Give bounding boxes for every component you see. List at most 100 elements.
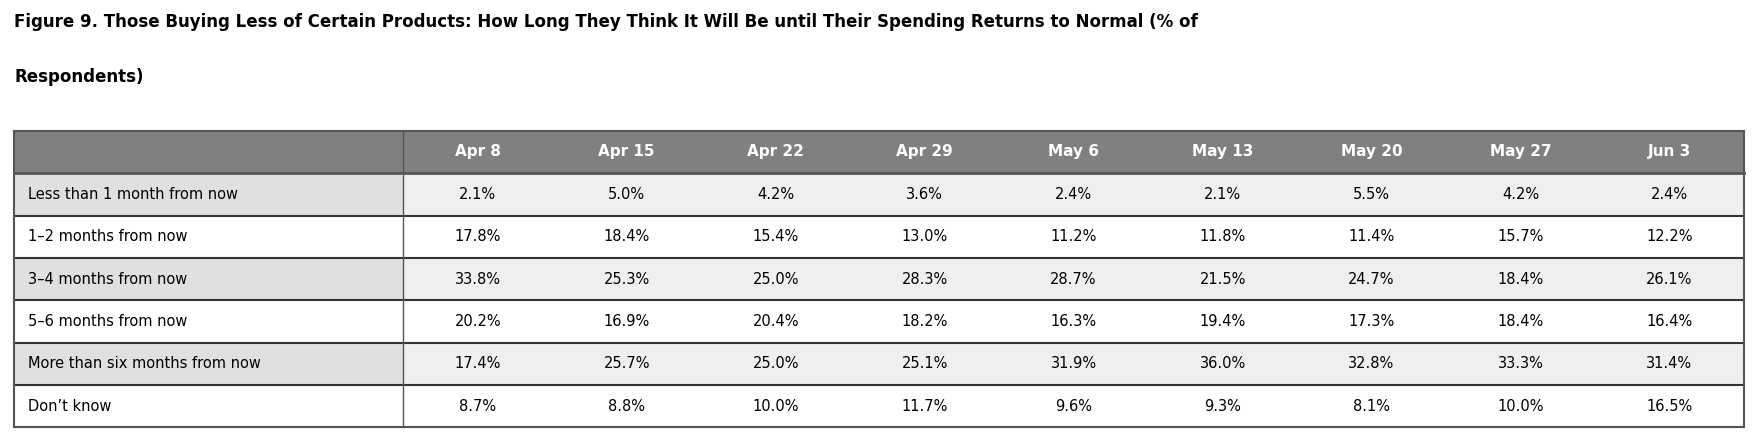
Bar <box>701 258 850 300</box>
Text: 3–4 months from now: 3–4 months from now <box>28 272 186 286</box>
Bar <box>1147 215 1297 258</box>
Text: 9.3%: 9.3% <box>1204 399 1240 414</box>
Text: Jun 3: Jun 3 <box>1646 144 1690 160</box>
Text: 36.0%: 36.0% <box>1198 356 1246 371</box>
Bar <box>552 131 701 173</box>
Text: 9.6%: 9.6% <box>1054 399 1091 414</box>
Bar <box>402 173 552 215</box>
Bar <box>1147 258 1297 300</box>
Bar <box>14 131 402 173</box>
Text: 16.9%: 16.9% <box>603 314 650 329</box>
Text: 3.6%: 3.6% <box>905 187 942 202</box>
Text: 12.2%: 12.2% <box>1645 229 1692 244</box>
Bar <box>1147 131 1297 173</box>
Text: 8.1%: 8.1% <box>1353 399 1390 414</box>
Text: 4.2%: 4.2% <box>757 187 794 202</box>
Bar <box>14 173 402 215</box>
Bar <box>14 343 402 385</box>
Text: 28.3%: 28.3% <box>901 272 947 286</box>
Text: 15.7%: 15.7% <box>1497 229 1543 244</box>
Bar <box>1594 173 1743 215</box>
Text: 33.3%: 33.3% <box>1497 356 1543 371</box>
Text: 25.3%: 25.3% <box>603 272 650 286</box>
Bar <box>701 300 850 343</box>
Text: 19.4%: 19.4% <box>1198 314 1246 329</box>
Text: 33.8%: 33.8% <box>455 272 501 286</box>
Bar <box>1446 300 1594 343</box>
Text: May 6: May 6 <box>1047 144 1098 160</box>
Text: 17.4%: 17.4% <box>455 356 501 371</box>
Text: 31.4%: 31.4% <box>1646 356 1692 371</box>
Bar <box>1147 300 1297 343</box>
Text: 18.4%: 18.4% <box>603 229 650 244</box>
Text: 28.7%: 28.7% <box>1049 272 1096 286</box>
Text: Don’t know: Don’t know <box>28 399 111 414</box>
Text: 25.0%: 25.0% <box>752 272 798 286</box>
Bar <box>998 343 1147 385</box>
Bar <box>14 215 402 258</box>
Bar <box>1297 173 1446 215</box>
Bar <box>1297 385 1446 427</box>
Bar <box>850 215 998 258</box>
Text: Apr 29: Apr 29 <box>896 144 952 160</box>
Bar <box>402 343 552 385</box>
Text: 11.2%: 11.2% <box>1051 229 1096 244</box>
Text: 11.4%: 11.4% <box>1348 229 1393 244</box>
Text: 16.4%: 16.4% <box>1645 314 1692 329</box>
Text: 2.1%: 2.1% <box>1204 187 1240 202</box>
Text: 20.2%: 20.2% <box>455 314 501 329</box>
Bar <box>402 215 552 258</box>
Text: 17.8%: 17.8% <box>455 229 501 244</box>
Text: 32.8%: 32.8% <box>1348 356 1393 371</box>
Text: Less than 1 month from now: Less than 1 month from now <box>28 187 237 202</box>
Text: 2.4%: 2.4% <box>1054 187 1091 202</box>
Bar <box>850 258 998 300</box>
Bar <box>998 258 1147 300</box>
Text: Figure 9. Those Buying Less of Certain Products: How Long They Think It Will Be : Figure 9. Those Buying Less of Certain P… <box>14 13 1197 31</box>
Text: Apr 22: Apr 22 <box>747 144 803 160</box>
Bar <box>1297 258 1446 300</box>
Text: 20.4%: 20.4% <box>752 314 798 329</box>
Text: 26.1%: 26.1% <box>1645 272 1692 286</box>
Text: 16.5%: 16.5% <box>1645 399 1692 414</box>
Text: 18.4%: 18.4% <box>1497 314 1543 329</box>
Bar <box>850 173 998 215</box>
Text: Apr 8: Apr 8 <box>455 144 501 160</box>
Bar <box>1297 300 1446 343</box>
Bar <box>998 173 1147 215</box>
Bar <box>1297 343 1446 385</box>
Bar <box>1446 173 1594 215</box>
Text: 1–2 months from now: 1–2 months from now <box>28 229 188 244</box>
Text: 21.5%: 21.5% <box>1198 272 1246 286</box>
Text: 5–6 months from now: 5–6 months from now <box>28 314 188 329</box>
Bar <box>14 300 402 343</box>
Text: May 13: May 13 <box>1191 144 1253 160</box>
Bar <box>552 343 701 385</box>
Bar <box>998 385 1147 427</box>
Text: 13.0%: 13.0% <box>901 229 947 244</box>
Bar <box>850 385 998 427</box>
Bar <box>402 385 552 427</box>
Text: 25.1%: 25.1% <box>901 356 947 371</box>
Bar <box>850 343 998 385</box>
Text: 11.7%: 11.7% <box>901 399 947 414</box>
Text: May 20: May 20 <box>1341 144 1402 160</box>
Bar <box>1446 385 1594 427</box>
Bar <box>850 300 998 343</box>
Text: Respondents): Respondents) <box>14 68 144 85</box>
Bar <box>1147 343 1297 385</box>
Text: 25.7%: 25.7% <box>603 356 650 371</box>
Bar <box>402 300 552 343</box>
Bar <box>701 215 850 258</box>
Bar <box>1297 131 1446 173</box>
Bar <box>998 131 1147 173</box>
Text: 15.4%: 15.4% <box>752 229 798 244</box>
Text: 18.4%: 18.4% <box>1497 272 1543 286</box>
Bar <box>1594 215 1743 258</box>
Text: More than six months from now: More than six months from now <box>28 356 260 371</box>
Bar <box>1594 385 1743 427</box>
Bar <box>552 258 701 300</box>
Text: 8.8%: 8.8% <box>608 399 645 414</box>
Text: 10.0%: 10.0% <box>1497 399 1543 414</box>
Text: 8.7%: 8.7% <box>459 399 495 414</box>
